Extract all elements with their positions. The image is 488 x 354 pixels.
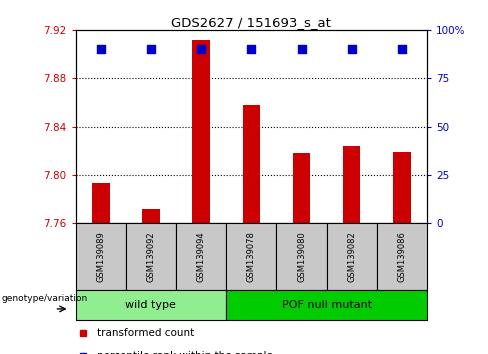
Bar: [293, 153, 310, 223]
Text: GSM139092: GSM139092: [146, 231, 156, 282]
Text: GSM139080: GSM139080: [297, 231, 306, 282]
Point: [247, 46, 255, 52]
Text: GSM139094: GSM139094: [197, 231, 205, 282]
Text: transformed count: transformed count: [97, 328, 194, 338]
Text: GSM139089: GSM139089: [96, 231, 105, 282]
Text: genotype/variation: genotype/variation: [1, 294, 88, 303]
Bar: [176, 223, 226, 290]
Bar: [377, 223, 427, 290]
Bar: [76, 223, 126, 290]
Bar: [76, 290, 226, 320]
Text: GSM139082: GSM139082: [347, 231, 356, 282]
Text: wild type: wild type: [125, 300, 176, 310]
Bar: [226, 223, 276, 290]
Bar: [126, 223, 176, 290]
Text: percentile rank within the sample: percentile rank within the sample: [97, 351, 273, 354]
Bar: [192, 40, 210, 223]
Bar: [276, 223, 326, 290]
Text: POF null mutant: POF null mutant: [282, 300, 372, 310]
Text: GSM139078: GSM139078: [247, 231, 256, 282]
Bar: [92, 183, 109, 223]
Point: [348, 46, 356, 52]
Point: [298, 46, 305, 52]
Title: GDS2627 / 151693_s_at: GDS2627 / 151693_s_at: [171, 16, 331, 29]
Bar: [326, 223, 377, 290]
Bar: [393, 152, 411, 223]
Text: GSM139086: GSM139086: [397, 231, 407, 282]
Point: [97, 46, 104, 52]
Bar: [142, 209, 160, 223]
Point: [398, 46, 406, 52]
Bar: [343, 146, 361, 223]
Bar: [226, 290, 427, 320]
Point: [197, 46, 205, 52]
Bar: [243, 105, 260, 223]
Point: [147, 46, 155, 52]
